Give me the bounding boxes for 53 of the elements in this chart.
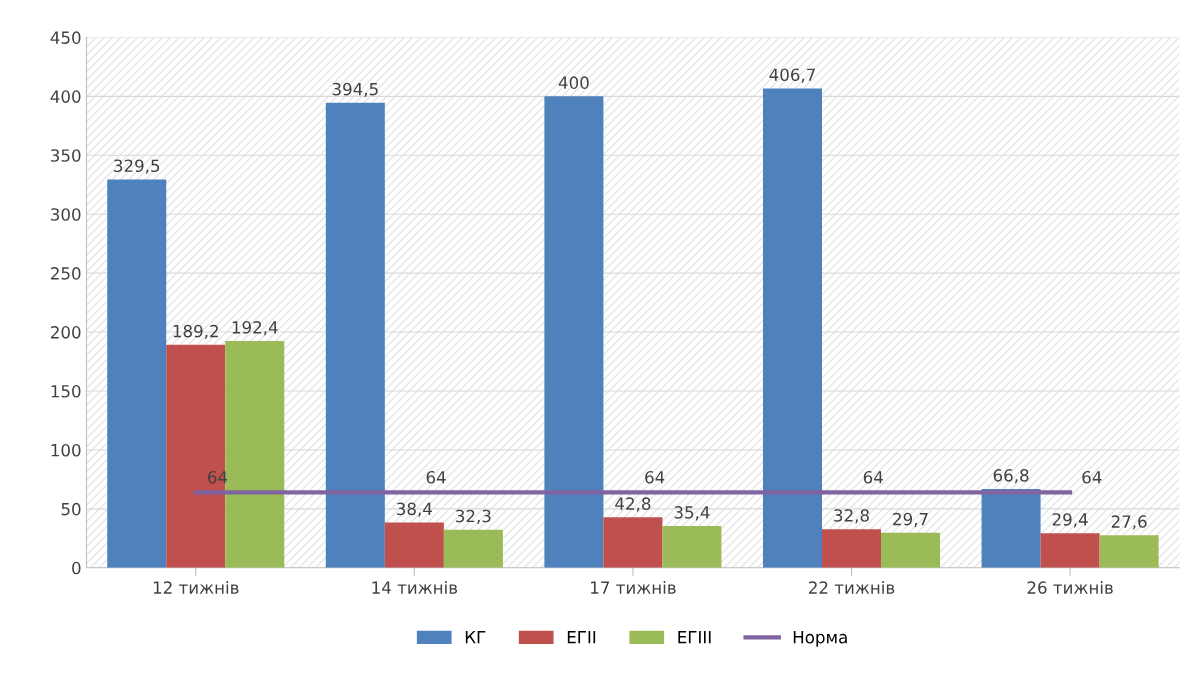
y-tick-label: 0 — [72, 561, 81, 575]
bar — [662, 526, 722, 568]
data-label: 64 — [1082, 470, 1102, 484]
bar — [384, 522, 444, 568]
x-tick-label: 22 тижнів — [809, 580, 895, 594]
data-label: 394,5 — [332, 82, 378, 98]
bar — [325, 102, 385, 568]
y-tick-label: 50 — [61, 502, 81, 516]
y-tick-label: 350 — [51, 149, 81, 162]
bar — [166, 344, 226, 568]
legend-label: ЕГІІ — [567, 631, 596, 644]
data-label: 400 — [558, 76, 589, 89]
x-tick-label: 17 тижнів — [591, 580, 676, 594]
x-tick-label: 14 тижнів — [372, 580, 458, 594]
data-label: 29,7 — [893, 512, 928, 528]
data-label: 66,8 — [993, 469, 1029, 484]
data-label: 29,4 — [1052, 513, 1088, 528]
legend-label: ЕГІІІ — [678, 631, 711, 644]
y-tick-label: 450 — [50, 31, 81, 44]
bar — [981, 489, 1041, 568]
bar — [881, 532, 941, 568]
bar — [822, 529, 882, 568]
data-label: 192,4 — [232, 321, 278, 336]
data-label: 32,8 — [834, 509, 869, 524]
y-tick-label: 400 — [50, 90, 81, 103]
data-label: 38,4 — [397, 502, 432, 517]
bar — [107, 179, 167, 568]
bar — [225, 341, 285, 568]
data-label: 32,3 — [456, 509, 491, 525]
x-tick-label: 26 тижнів — [1027, 580, 1113, 594]
y-tick-label: 300 — [51, 208, 81, 221]
data-label: 189,2 — [173, 324, 218, 340]
y-tick-label: 200 — [51, 326, 81, 339]
bar — [1040, 533, 1100, 568]
data-label: 406,7 — [769, 68, 815, 83]
bar — [603, 517, 663, 568]
y-tick-label: 150 — [51, 384, 81, 398]
bar — [1099, 535, 1159, 568]
bar — [443, 529, 503, 568]
bar — [762, 88, 822, 568]
y-tick-label: 100 — [51, 443, 81, 457]
data-label: 64 — [426, 470, 446, 484]
y-tick-label: 250 — [51, 267, 81, 280]
data-label: 329,5 — [114, 159, 160, 174]
data-label: 42,8 — [615, 497, 651, 512]
legend-label: КГ — [465, 631, 486, 644]
data-label: 64 — [863, 470, 883, 484]
legend-label: Норма — [793, 631, 847, 647]
x-tick-label: 12 тижнів — [153, 580, 239, 594]
data-label: 35,4 — [674, 506, 710, 521]
data-label: 64 — [645, 470, 665, 484]
data-label: 27,6 — [1111, 515, 1147, 530]
bar — [544, 96, 604, 568]
